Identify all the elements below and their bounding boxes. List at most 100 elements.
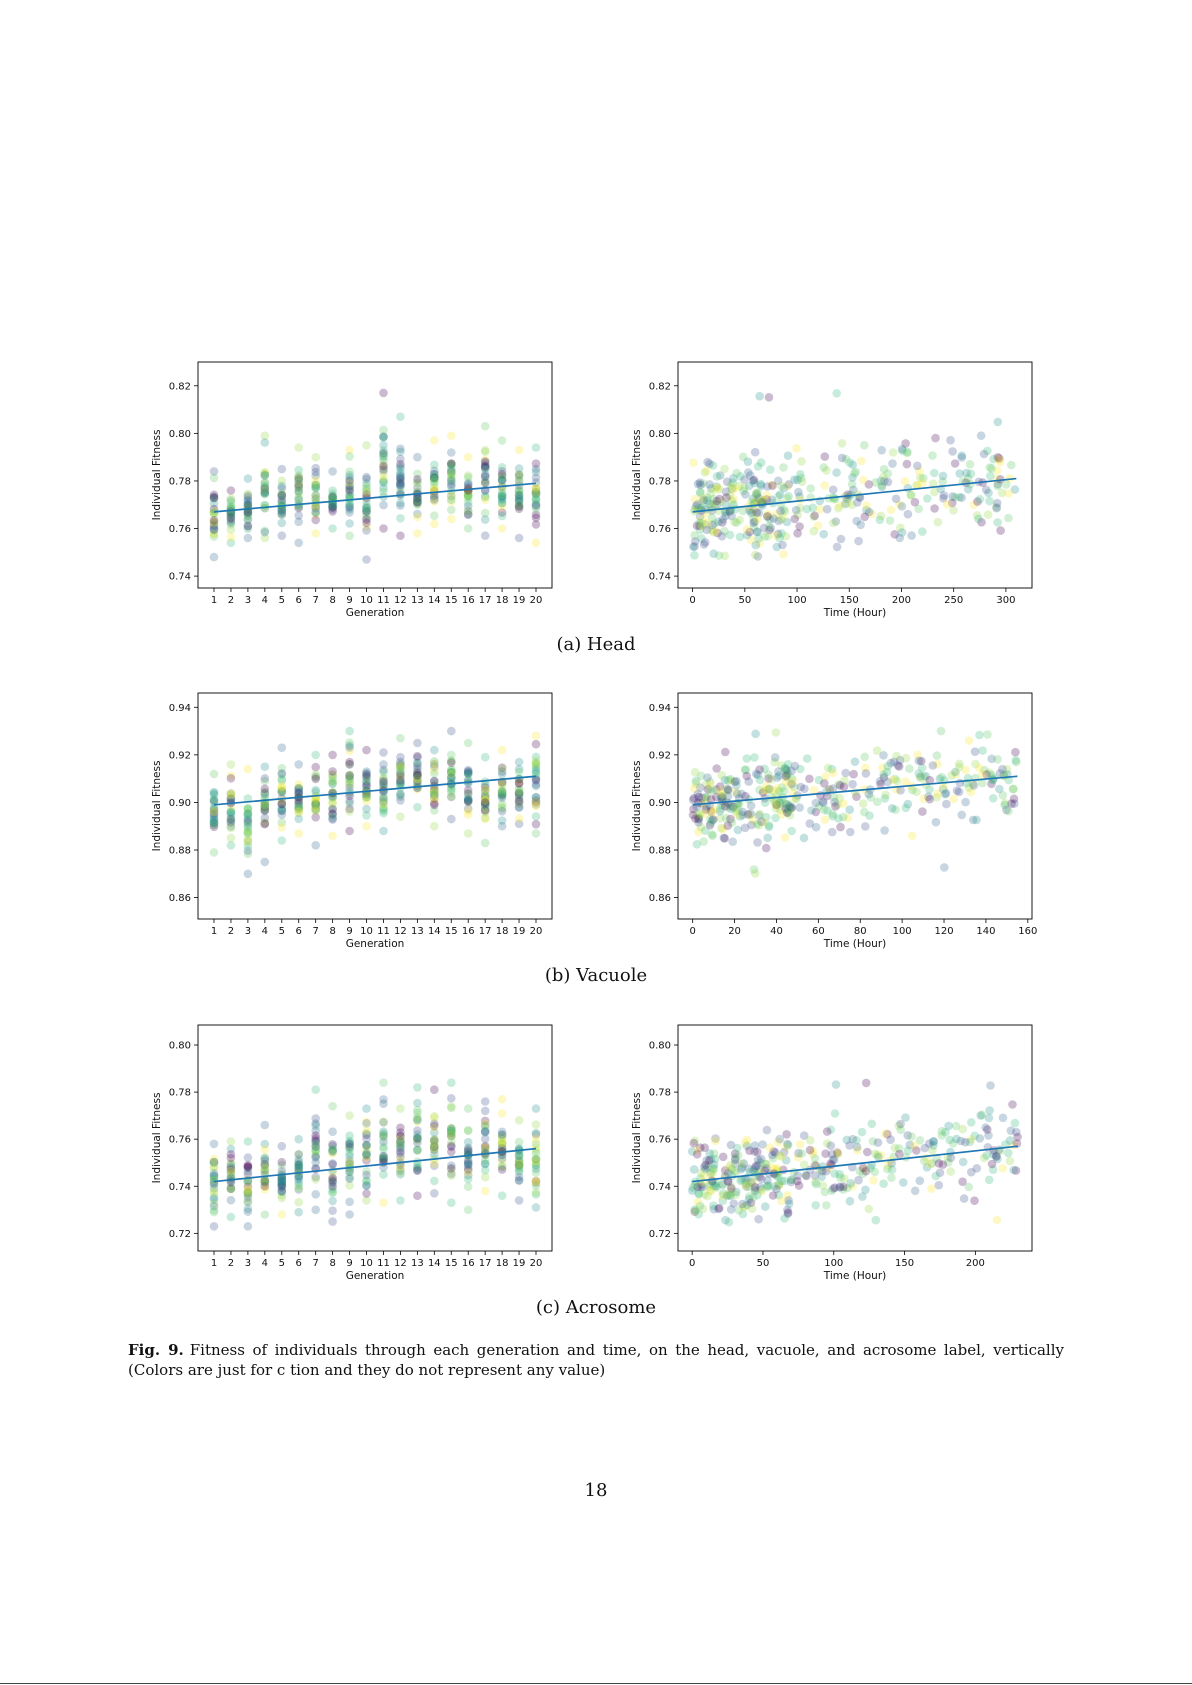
data-point — [379, 477, 388, 486]
data-point — [260, 1210, 270, 1219]
data-point — [294, 801, 303, 810]
data-point — [739, 483, 749, 492]
data-point — [463, 491, 473, 500]
y-axis-label: Individual Fitness — [631, 430, 643, 521]
data-point — [379, 1153, 388, 1163]
data-point — [497, 804, 507, 813]
data-point — [771, 1148, 780, 1157]
data-point — [497, 475, 507, 485]
page-number: 18 — [584, 1480, 608, 1501]
data-point — [771, 728, 781, 737]
data-point — [480, 798, 490, 807]
data-point — [531, 1104, 541, 1113]
data-point — [932, 1154, 941, 1163]
data-point — [706, 818, 716, 828]
data-point — [951, 1121, 961, 1131]
data-point — [345, 531, 354, 540]
x-tick-label: 17 — [479, 595, 492, 606]
data-point — [783, 1139, 792, 1149]
data-point — [328, 1176, 337, 1185]
data-point — [209, 1193, 219, 1202]
data-point — [243, 818, 253, 827]
data-point — [742, 525, 752, 534]
data-point — [695, 525, 705, 534]
data-point — [413, 1105, 422, 1115]
data-point — [815, 505, 825, 514]
y-axis-label: Individual Fitness — [151, 1093, 163, 1184]
data-point — [345, 1167, 354, 1176]
data-point — [243, 1186, 253, 1196]
y-tick-label: 0.74 — [169, 1182, 191, 1193]
data-point — [362, 479, 371, 488]
data-point — [345, 780, 354, 789]
data-point — [753, 462, 763, 471]
data-point — [753, 770, 763, 780]
data-point — [784, 480, 794, 489]
data-point — [794, 1148, 803, 1158]
data-point — [514, 491, 524, 500]
data-point — [757, 499, 766, 509]
data-point — [982, 770, 991, 779]
data-point — [774, 787, 784, 796]
data-point — [362, 518, 371, 528]
data-point — [209, 519, 219, 528]
figure-caption-text: Fitness of individuals through each gene… — [128, 1341, 1064, 1379]
data-point — [463, 797, 473, 806]
data-point — [463, 795, 473, 804]
data-point — [709, 1149, 719, 1158]
data-point — [413, 1191, 422, 1200]
data-point — [728, 485, 738, 494]
data-point — [413, 1112, 422, 1122]
data-point — [753, 1161, 763, 1170]
data-point — [705, 459, 714, 469]
data-point — [447, 1147, 456, 1157]
data-point — [480, 492, 490, 502]
data-point — [514, 803, 524, 812]
data-point — [1011, 1166, 1021, 1175]
data-point — [873, 1150, 882, 1160]
data-point — [480, 791, 490, 800]
data-point — [514, 445, 524, 455]
data-point — [311, 804, 320, 814]
data-point — [761, 1159, 770, 1169]
data-point — [992, 503, 1001, 513]
data-point — [260, 484, 270, 494]
data-point — [984, 1175, 994, 1185]
data-point — [906, 490, 916, 500]
data-point — [463, 796, 473, 806]
trend-line — [692, 775, 1018, 806]
data-point — [362, 792, 371, 802]
x-tick-label: 13 — [411, 595, 424, 606]
data-point — [751, 1161, 761, 1171]
data-point — [786, 1177, 796, 1187]
data-point — [311, 1126, 320, 1135]
data-point — [879, 464, 889, 474]
data-point — [294, 476, 303, 485]
data-point — [796, 470, 805, 479]
data-point — [243, 810, 253, 820]
data-point — [711, 1136, 720, 1146]
data-point — [396, 776, 405, 785]
data-point — [379, 767, 388, 777]
data-point — [1005, 1136, 1015, 1145]
data-point — [708, 499, 717, 509]
data-point — [700, 1190, 709, 1199]
data-point — [753, 515, 762, 524]
trend-line — [213, 482, 537, 513]
data-point — [328, 779, 337, 789]
trend-line — [213, 775, 537, 806]
data-point — [260, 1181, 270, 1191]
data-point — [967, 1167, 976, 1177]
data-point — [480, 797, 490, 807]
data-point — [795, 495, 805, 504]
data-point — [328, 798, 337, 808]
data-point — [737, 789, 746, 799]
data-point — [769, 1147, 779, 1156]
data-point — [463, 1174, 473, 1184]
data-point — [362, 781, 371, 791]
data-point — [727, 496, 737, 506]
data-point — [857, 456, 866, 466]
data-point — [514, 502, 524, 511]
data-point — [379, 803, 388, 813]
data-point — [514, 486, 524, 496]
